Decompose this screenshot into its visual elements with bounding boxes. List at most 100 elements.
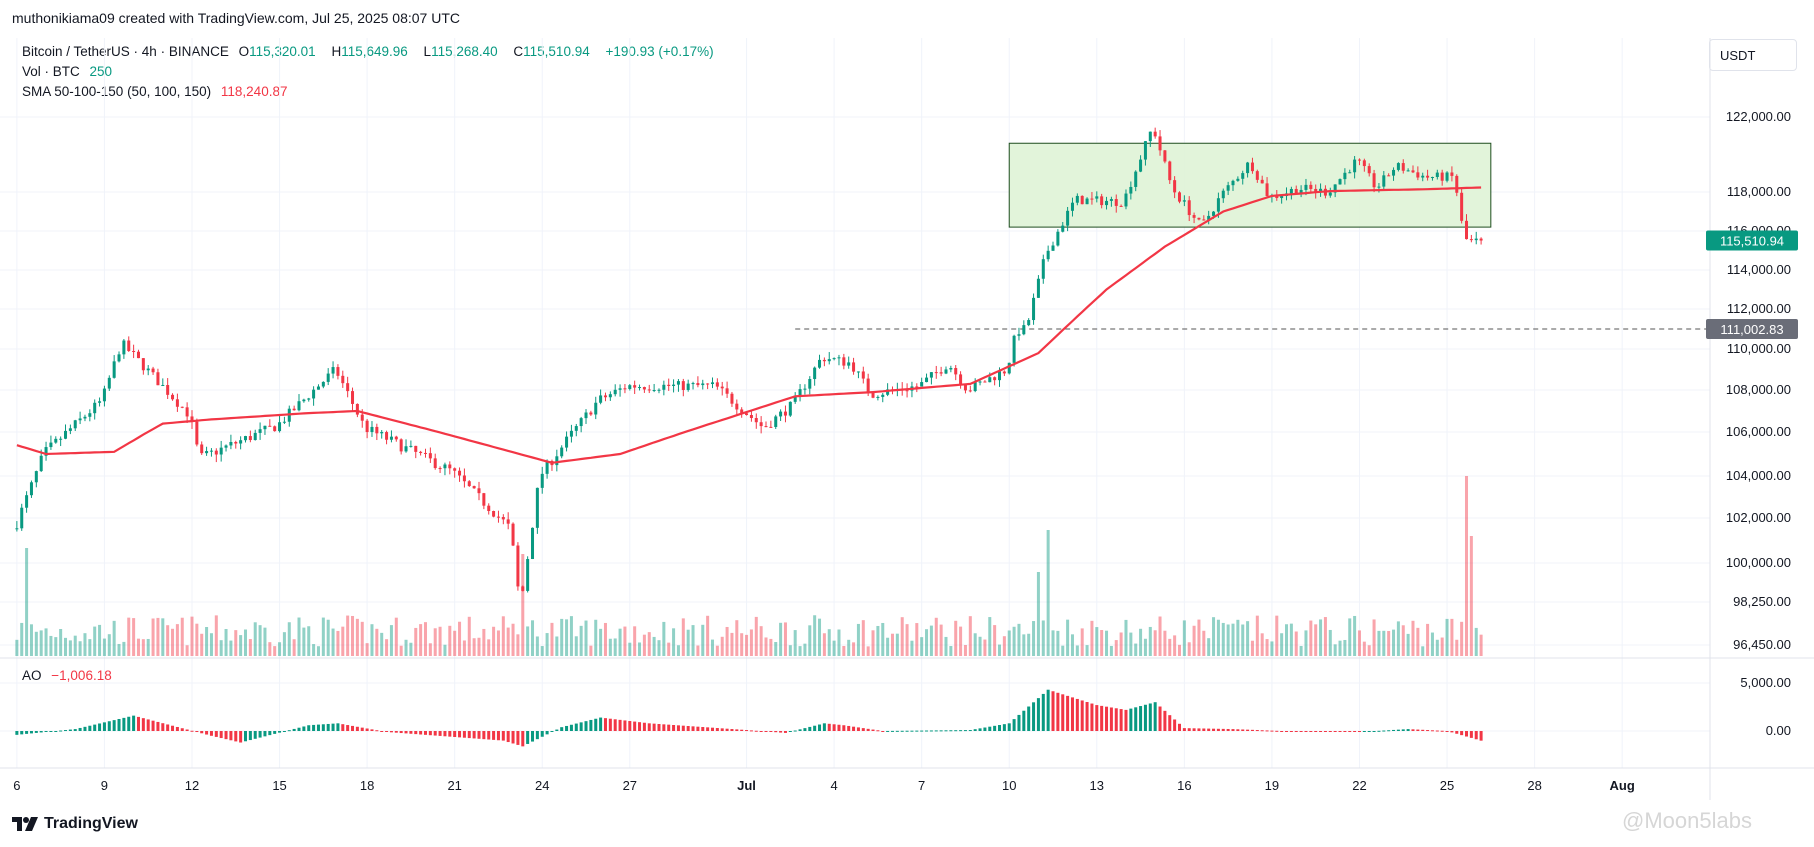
ohlc-high: H115,649.96	[331, 44, 408, 59]
ao-histogram-bar	[1392, 729, 1396, 731]
candle-body	[477, 488, 481, 494]
volume-bar	[808, 625, 812, 656]
candle-body	[175, 399, 179, 407]
ao-histogram-bar	[1474, 731, 1478, 740]
candle-body	[1362, 160, 1366, 167]
ao-histogram-bar	[1163, 710, 1167, 731]
volume-bar	[667, 642, 671, 656]
candle-body	[745, 413, 749, 416]
ao-histogram-bar	[200, 731, 204, 734]
time-tick-label: 10	[1002, 778, 1016, 793]
candle-body	[1377, 186, 1381, 188]
volume-bar	[462, 640, 466, 656]
ao-histogram-bar	[336, 723, 340, 731]
candle-body	[959, 374, 963, 385]
candle-body	[409, 445, 413, 447]
ao-histogram-bar	[443, 731, 447, 737]
candle-body	[1114, 199, 1118, 206]
candle-body	[1139, 159, 1143, 172]
candle-body	[706, 383, 710, 385]
ao-histogram-bar	[68, 729, 72, 731]
candle-body	[98, 401, 102, 403]
candle-body	[15, 528, 19, 530]
ao-histogram-bar	[1396, 729, 1400, 731]
volume-bar	[978, 636, 982, 656]
candle-body	[1265, 183, 1269, 197]
time-tick-label: 24	[535, 778, 549, 793]
volume-bar	[818, 618, 822, 656]
level-price-label: 111,002.83	[1720, 322, 1783, 337]
tradingview-logo[interactable]: TradingView	[12, 815, 138, 833]
volume-bar	[633, 626, 637, 656]
ao-label[interactable]: AO	[22, 668, 42, 683]
ao-histogram-bar	[759, 731, 763, 732]
candle-body	[1372, 173, 1376, 188]
volume-legend: Vol · BTC 250	[22, 64, 118, 79]
volume-bar	[428, 643, 432, 656]
sma-legend: SMA 50-100-150 (50, 100, 150) 118,240.87	[22, 84, 293, 99]
ao-histogram-bar	[132, 715, 136, 731]
volume-bar	[1182, 620, 1186, 656]
candle-body	[54, 438, 58, 443]
volume-bar	[852, 642, 856, 656]
candle-body	[302, 399, 306, 402]
currency-selector[interactable]: USDT	[1709, 39, 1797, 71]
ao-histogram-bar	[954, 730, 958, 732]
ao-histogram-bar	[404, 731, 408, 734]
volume-bar	[530, 620, 535, 656]
volume-bar	[963, 645, 967, 656]
volume-bar	[1450, 618, 1454, 656]
ao-histogram-bar	[1158, 706, 1162, 731]
ao-histogram-bar	[1377, 730, 1381, 732]
symbol-name[interactable]: Bitcoin / TetherUS · 4h · BINANCE	[22, 44, 229, 59]
sma-label[interactable]: SMA 50-100-150 (50, 100, 150)	[22, 84, 212, 99]
ao-histogram-bar	[389, 731, 393, 733]
ao-histogram-bar	[920, 730, 924, 732]
volume-bar	[1148, 626, 1152, 656]
volume-bar	[1080, 628, 1084, 656]
volume-bar	[312, 644, 316, 656]
volume-bar	[959, 626, 963, 656]
volume-bar	[1221, 622, 1225, 656]
volume-bar	[1105, 630, 1109, 656]
volume-bar	[783, 622, 787, 656]
candle-body	[1207, 215, 1211, 220]
symbol-legend: Bitcoin / TetherUS · 4h · BINANCE O115,3…	[22, 44, 720, 59]
candle-body	[642, 387, 646, 390]
candle-body	[1294, 188, 1298, 194]
volume-bar	[1012, 626, 1016, 656]
ao-histogram-bar	[501, 731, 505, 741]
ao-histogram-bar	[861, 728, 865, 731]
volume-bar	[1348, 618, 1352, 656]
ao-histogram-bar	[273, 731, 277, 734]
ao-histogram-bar	[1168, 715, 1172, 731]
ao-histogram-bar	[1022, 710, 1026, 731]
candle-body	[1455, 175, 1459, 193]
ao-histogram-bar	[209, 731, 213, 736]
price-tick-label: 102,000.00	[1726, 510, 1791, 525]
volume-bar	[1202, 630, 1206, 656]
candle-body	[414, 445, 418, 452]
ao-histogram-bar	[1192, 728, 1196, 731]
candle-body	[166, 385, 170, 395]
consolidation-range-box	[1008, 142, 1492, 228]
candle-body	[696, 383, 700, 386]
volume-label[interactable]: Vol · BTC	[22, 64, 80, 79]
volume-bar	[895, 633, 899, 656]
ao-histogram-bar	[477, 731, 481, 739]
ao-histogram-bar	[482, 731, 486, 740]
tradingview-logo-icon	[12, 817, 38, 831]
ao-histogram-bar	[1036, 698, 1040, 731]
ohlc-open: O115,320.01	[238, 44, 316, 59]
candle-body	[623, 388, 627, 390]
volume-bar	[1066, 619, 1070, 656]
candle-body	[837, 357, 841, 359]
volume-bar	[1382, 630, 1386, 656]
candle-body	[647, 389, 651, 391]
candle-body	[49, 442, 53, 448]
volume-bar	[1469, 536, 1473, 656]
volume-bar	[647, 632, 651, 656]
candle-body	[818, 359, 822, 368]
ao-histogram-bar	[1294, 731, 1298, 732]
